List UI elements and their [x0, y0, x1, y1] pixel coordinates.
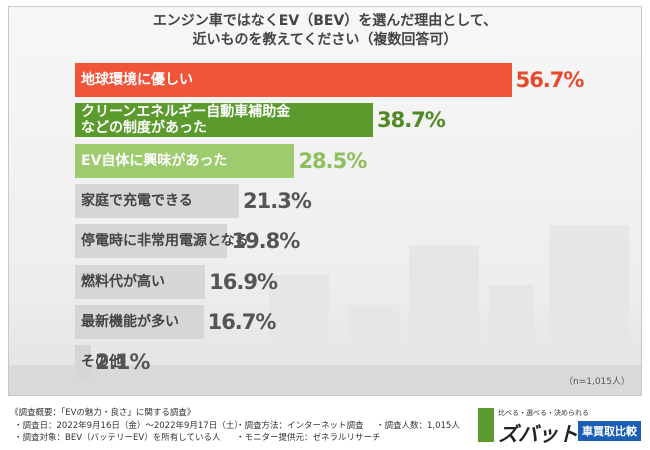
note: ・調査日：2022年9月16日（金）～2022年9月17日（土） — [14, 421, 243, 431]
value-label: 21.3% — [243, 188, 312, 213]
value-label: 56.7% — [515, 68, 585, 92]
category-label: 家庭で充電できる — [81, 192, 193, 209]
note: ・調査方法：インターネット調査 — [236, 421, 364, 431]
category-label: 地球環境に優しい — [81, 72, 193, 88]
bar — [75, 345, 92, 380]
bar — [75, 103, 373, 138]
value-label: 16.7% — [207, 309, 277, 334]
note: 《調査概要：「EVの魅力・良さ」に関する調査》 — [10, 408, 196, 418]
bar — [75, 183, 239, 218]
sample-note: （n=1,015人） — [563, 377, 630, 387]
logo-brand: ズバット — [498, 422, 578, 446]
bar — [75, 304, 204, 339]
category-label: 停電時に非常用電源となる — [81, 233, 249, 250]
chart-title: エンジン車ではなくEV（BEV）を選んだ理由として、 近いものを教えてください（… — [152, 13, 498, 48]
bar — [75, 143, 295, 178]
value-label: 16.9% — [209, 269, 278, 294]
category-label: EV自体に興味があった — [81, 152, 228, 169]
category-label: 燃料代が高い — [81, 273, 165, 290]
road — [9, 365, 641, 395]
bar — [75, 63, 512, 97]
logo-service: 車買取比較 — [578, 421, 641, 441]
category-label: その他 — [81, 354, 123, 371]
value-label: 38.7% — [376, 108, 446, 133]
bar — [75, 224, 228, 259]
value-label: 28.5% — [298, 148, 367, 173]
bar — [75, 264, 206, 299]
category-label: 最新機能が多い — [81, 313, 179, 330]
value-label: 2.1% — [95, 350, 150, 375]
logo-icon — [478, 408, 494, 442]
category-label: クリーンエネルギー自動車補助金 などの制度があった — [81, 104, 291, 137]
logo-tagline: 比べる・選べる・決められる — [498, 409, 589, 417]
value-label: 19.8% — [231, 229, 300, 254]
note: ・調査人数：1,015人 — [376, 421, 460, 431]
note: ・調査対象：BEV（バッテリーEV）を所有している人 — [14, 433, 221, 443]
note: ・モニター提供元：ゼネラルリサーチ — [236, 433, 381, 443]
